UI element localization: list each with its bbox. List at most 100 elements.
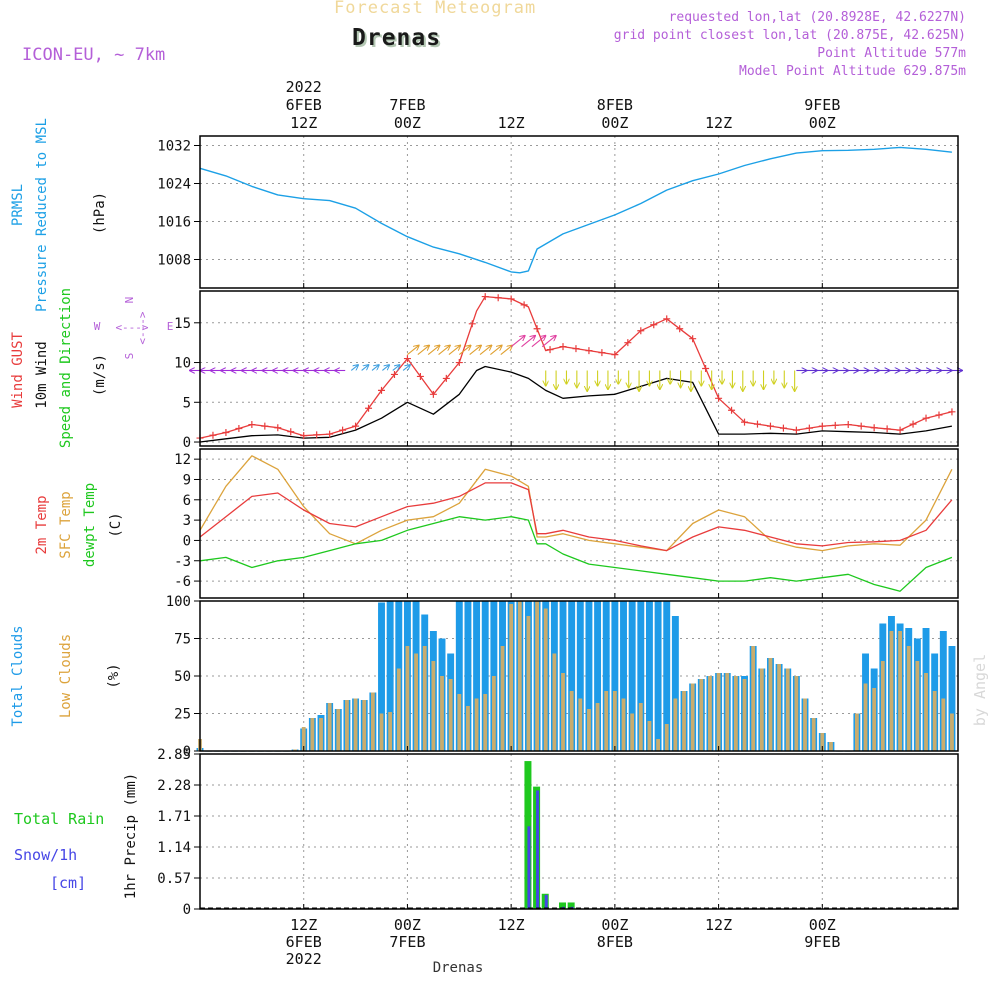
clouds-label-total: Total Clouds [10, 625, 26, 726]
gust-marker [922, 414, 930, 422]
gust-marker [326, 430, 334, 438]
low-cloud-bar [457, 694, 462, 751]
top-time-label: 00Z [601, 114, 628, 132]
low-cloud-bar [829, 742, 833, 751]
low-cloud-bar [362, 700, 367, 751]
gust-marker [728, 406, 736, 414]
low-cloud-bar [612, 691, 617, 751]
total-cloud-bar [611, 601, 619, 751]
ytick-label-temp: 6 [183, 493, 191, 509]
ytick-label-clouds: 75 [174, 632, 191, 648]
wind-direction-arrow [417, 346, 429, 356]
temp-label-2m: 2m Temp [34, 495, 50, 554]
low-cloud-bar [751, 646, 756, 751]
low-cloud-bar [811, 718, 816, 751]
low-cloud-bar [898, 631, 902, 751]
low-cloud-bar [301, 727, 306, 751]
low-cloud-bar [587, 709, 591, 751]
low-cloud-bar [431, 661, 436, 751]
low-cloud-bar [543, 608, 548, 751]
gust-marker [948, 408, 956, 416]
model-altitude: Model Point Altitude 629.875m [739, 64, 966, 79]
wind-direction-arrow [500, 346, 512, 356]
gust-marker [468, 320, 476, 328]
ytick-label-pressure: 1024 [157, 177, 191, 193]
gust-line [199, 295, 953, 439]
pressure-unit: (hPa) [92, 192, 108, 234]
total-cloud-bar [620, 601, 627, 751]
bottom-time-label: 2022 [286, 950, 322, 968]
low-cloud-bar [950, 713, 954, 751]
gust-marker [403, 355, 411, 363]
dewpt-temp-line [199, 516, 953, 592]
total-cloud-bar [464, 601, 472, 751]
total-cloud-bar [576, 601, 584, 751]
ytick-label-precip: 0 [183, 902, 191, 918]
compass-e: E [167, 320, 174, 333]
point-altitude: Point Altitude 577m [817, 46, 966, 61]
gust-marker [779, 424, 787, 432]
gust-marker [650, 321, 658, 329]
gust-marker [274, 424, 282, 432]
gust-marker [455, 359, 463, 367]
top-time-label: 6FEB [286, 96, 322, 114]
low-cloud-bar [345, 700, 349, 751]
total-cloud-bar [473, 601, 481, 751]
gust-marker [702, 365, 710, 372]
low-cloud-bar [872, 688, 877, 751]
compass-s: S [123, 353, 136, 360]
gust-marker [261, 422, 269, 430]
gust-marker [909, 420, 917, 428]
wind-direction-arrow [469, 346, 481, 356]
low-cloud-bar [440, 676, 444, 751]
bottom-time-label: 00Z [809, 916, 836, 934]
wind-line [199, 365, 953, 443]
low-cloud-bar [863, 683, 868, 751]
gust-marker [533, 325, 541, 333]
clouds-label-low: Low Clouds [58, 634, 74, 718]
top-time-label: 8FEB [597, 96, 633, 114]
temp-unit: (C) [108, 512, 124, 537]
wind-direction-arrow [479, 346, 491, 356]
gust-marker [689, 335, 697, 343]
compass-ew-arrows: <---> [115, 321, 148, 334]
gust-marker [805, 424, 813, 432]
low-cloud-bar [820, 733, 825, 751]
bottom-time-label: 9FEB [804, 933, 840, 951]
low-cloud-bar [915, 661, 920, 751]
compass-n: N [123, 297, 136, 304]
precip-label-rain: Total Rain [14, 810, 104, 828]
total-cloud-bar [455, 601, 463, 751]
low-cloud-bar [595, 703, 600, 751]
bottom-time-label: 6FEB [286, 933, 322, 951]
gust-marker [585, 347, 593, 355]
clouds-unit: (%) [106, 663, 122, 688]
precip-unit: 1hr Precip (mm) [123, 773, 139, 899]
wind-direction-arrow [448, 346, 460, 356]
ytick-label-temp: 0 [183, 533, 191, 549]
low-cloud-bar [552, 653, 557, 751]
ytick-label-pressure: 1016 [157, 215, 191, 231]
gust-marker [365, 404, 373, 412]
gust-marker [831, 421, 839, 429]
gust-marker [390, 370, 398, 378]
ytick-label-temp: 12 [174, 452, 191, 468]
low-cloud-bar [941, 698, 946, 751]
wind-label-10m: 10m Wind [34, 341, 50, 408]
low-cloud-bar [336, 709, 341, 751]
low-cloud-bar [889, 631, 894, 751]
sfc-temp-line [199, 455, 953, 552]
ytick-label-precip: 1.71 [157, 809, 191, 825]
low-cloud-bar [647, 721, 652, 751]
wind-direction-arrow [382, 365, 389, 371]
low-cloud-bar [561, 673, 565, 751]
gust-marker [935, 411, 943, 419]
low-cloud-bar [854, 713, 859, 751]
low-cloud-bar [664, 724, 669, 751]
gust-marker [339, 426, 347, 434]
gust-marker [637, 327, 645, 335]
low-cloud-bar [405, 646, 410, 751]
low-cloud-bar [621, 698, 626, 751]
low-cloud-bar [708, 676, 712, 751]
gust-marker [352, 422, 360, 430]
